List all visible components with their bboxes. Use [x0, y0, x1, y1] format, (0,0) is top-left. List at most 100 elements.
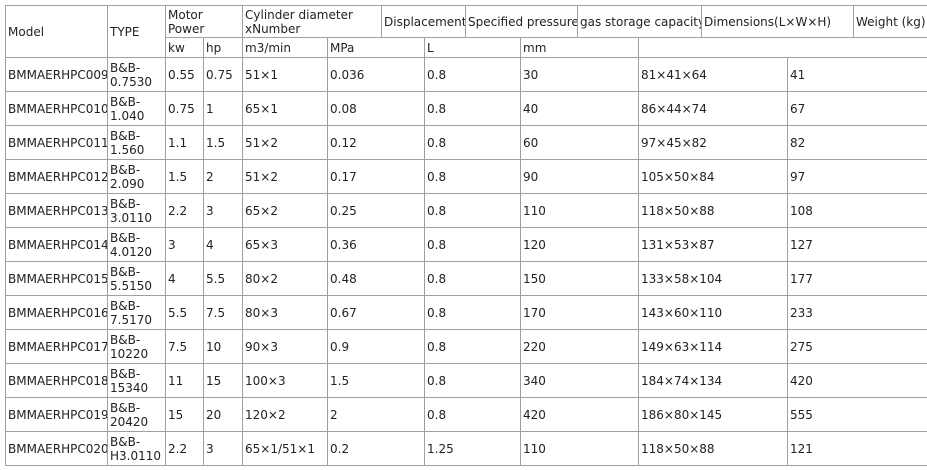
data-cell: 105×50×84	[638, 159, 788, 194]
data-cell: 3	[203, 431, 243, 466]
data-cell: 5.5	[203, 261, 243, 296]
data-cell: 11	[165, 363, 204, 398]
data-cell: 0.2	[327, 431, 425, 466]
data-cell: 131×53×87	[638, 227, 788, 262]
data-cell: 118×50×88	[638, 193, 788, 228]
data-cell: 133×58×104	[638, 261, 788, 296]
data-cell: 97×45×82	[638, 125, 788, 160]
data-cell: 81×41×64	[638, 57, 788, 92]
data-cell: 30	[520, 57, 639, 92]
data-cell: B&B-10220	[107, 329, 166, 364]
model-cell: BMMAERHPC015	[5, 261, 108, 296]
data-cell: 67	[787, 91, 927, 126]
data-cell: 0.8	[424, 363, 521, 398]
data-cell: B&B-H3.0110	[107, 431, 166, 466]
data-cell: 5.5	[165, 295, 204, 330]
data-cell: 110	[520, 431, 639, 466]
model-cell: BMMAERHPC014	[5, 227, 108, 262]
data-cell: 0.08	[327, 91, 425, 126]
data-cell: 184×74×134	[638, 363, 788, 398]
data-cell: 90×3	[242, 329, 328, 364]
data-cell: 275	[787, 329, 927, 364]
data-cell: 97	[787, 159, 927, 194]
data-cell: 51×1	[242, 57, 328, 92]
data-cell: 80×3	[242, 295, 328, 330]
data-cell: 0.25	[327, 193, 425, 228]
data-cell: 0.8	[424, 329, 521, 364]
data-cell: 0.8	[424, 57, 521, 92]
model-cell: BMMAERHPC020	[5, 431, 108, 466]
data-cell: 2.2	[165, 431, 204, 466]
data-cell: 127	[787, 227, 927, 262]
data-cell: 80×2	[242, 261, 328, 296]
unit-cell: m3/min	[242, 37, 328, 58]
data-cell: 3	[203, 193, 243, 228]
data-cell: 0.8	[424, 227, 521, 262]
data-cell: 0.8	[424, 125, 521, 160]
data-cell: 1.5	[165, 159, 204, 194]
data-cell: 186×80×145	[638, 397, 788, 432]
data-cell: 15	[165, 397, 204, 432]
data-cell: B&B-3.0110	[107, 193, 166, 228]
data-cell: 10	[203, 329, 243, 364]
data-cell: 0.8	[424, 261, 521, 296]
data-cell: B&B-5.5150	[107, 261, 166, 296]
data-cell: 86×44×74	[638, 91, 788, 126]
data-cell: 108	[787, 193, 927, 228]
data-cell: 149×63×114	[638, 329, 788, 364]
data-cell: 420	[787, 363, 927, 398]
data-cell: B&B-1.040	[107, 91, 166, 126]
data-cell: 51×2	[242, 125, 328, 160]
empty-cell	[638, 37, 927, 58]
data-cell: 340	[520, 363, 639, 398]
header-cell: Dimensions(L×W×H)	[701, 5, 854, 38]
header-cell: TYPE	[107, 5, 166, 58]
data-cell: 4	[203, 227, 243, 262]
data-cell: 2.2	[165, 193, 204, 228]
header-cell: Weight (kg)	[853, 5, 927, 38]
data-cell: 1.1	[165, 125, 204, 160]
data-cell: 420	[520, 397, 639, 432]
data-cell: 143×60×110	[638, 295, 788, 330]
data-cell: 0.75	[203, 57, 243, 92]
unit-cell: kw	[165, 37, 204, 58]
data-cell: 110	[520, 193, 639, 228]
data-cell: 7.5	[203, 295, 243, 330]
data-cell: B&B-7.5170	[107, 295, 166, 330]
data-cell: 51×2	[242, 159, 328, 194]
header-cell: Motor Power	[165, 5, 243, 38]
model-cell: BMMAERHPC017	[5, 329, 108, 364]
data-cell: 1.5	[327, 363, 425, 398]
data-cell: 15	[203, 363, 243, 398]
data-cell: 0.36	[327, 227, 425, 262]
model-cell: BMMAERHPC016	[5, 295, 108, 330]
unit-cell: hp	[203, 37, 243, 58]
data-cell: 0.17	[327, 159, 425, 194]
model-cell: BMMAERHPC010	[5, 91, 108, 126]
data-cell: 0.8	[424, 397, 521, 432]
unit-cell: mm	[520, 37, 639, 58]
data-cell: 20	[203, 397, 243, 432]
model-cell: BMMAERHPC012	[5, 159, 108, 194]
data-cell: 150	[520, 261, 639, 296]
data-cell: 65×1/51×1	[242, 431, 328, 466]
data-cell: 0.8	[424, 193, 521, 228]
model-cell: BMMAERHPC018	[5, 363, 108, 398]
data-cell: 0.036	[327, 57, 425, 92]
data-cell: B&B-2.090	[107, 159, 166, 194]
data-cell: 118×50×88	[638, 431, 788, 466]
unit-cell: MPa	[327, 37, 425, 58]
data-cell: 0.75	[165, 91, 204, 126]
data-cell: 120	[520, 227, 639, 262]
data-cell: B&B-0.7530	[107, 57, 166, 92]
data-cell: 40	[520, 91, 639, 126]
data-cell: 7.5	[165, 329, 204, 364]
data-cell: 65×1	[242, 91, 328, 126]
data-cell: 0.67	[327, 295, 425, 330]
data-cell: B&B-1.560	[107, 125, 166, 160]
model-cell: BMMAERHPC013	[5, 193, 108, 228]
data-cell: 0.8	[424, 159, 521, 194]
data-cell: 100×3	[242, 363, 328, 398]
data-cell: 220	[520, 329, 639, 364]
data-cell: 82	[787, 125, 927, 160]
